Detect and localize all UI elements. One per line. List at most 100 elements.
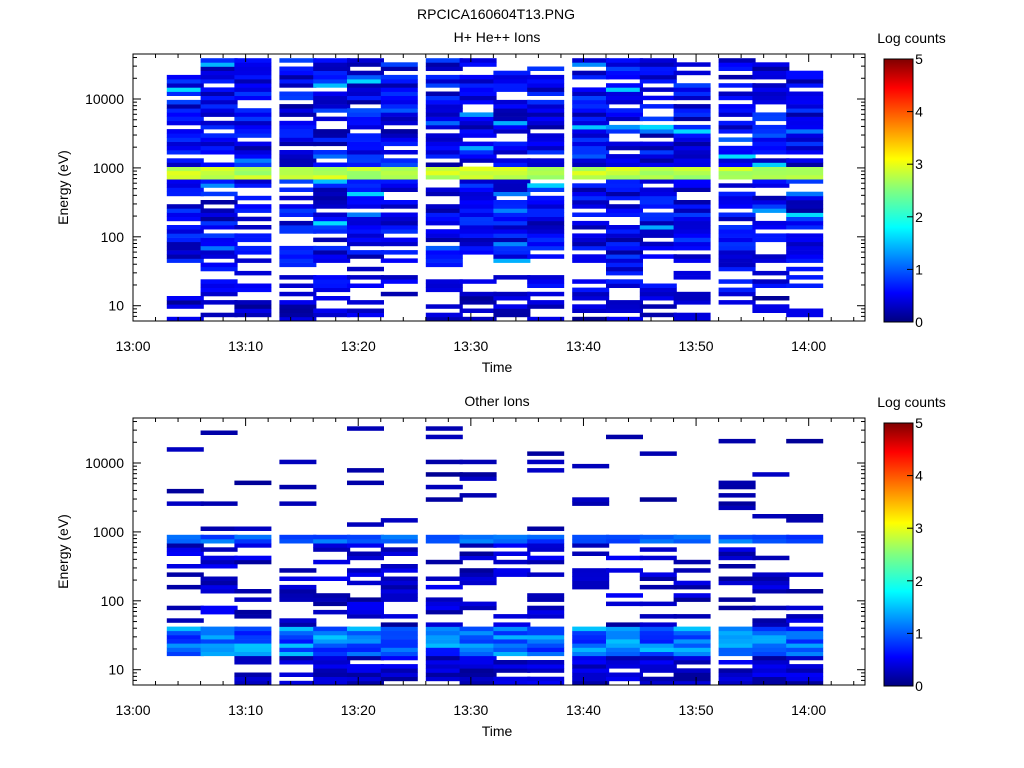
heatmap-cell — [459, 672, 497, 677]
heatmap-cell — [347, 468, 384, 473]
heatmap-cell — [752, 204, 790, 209]
heatmap-cell — [313, 225, 351, 230]
heatmap-cell — [718, 505, 756, 511]
heatmap-cell — [279, 312, 317, 318]
heatmap-cell — [606, 270, 643, 276]
heatmap-cell — [718, 634, 756, 640]
heatmap-cell — [673, 108, 711, 113]
heatmap-cell — [718, 129, 756, 134]
heatmap-cell — [673, 660, 711, 665]
heatmap-cell — [279, 680, 317, 686]
heatmap-cell — [752, 183, 790, 188]
heatmap-cell — [200, 145, 238, 151]
heatmap-cell — [313, 187, 351, 192]
heatmap-cell — [347, 283, 384, 288]
heatmap-cell — [380, 630, 418, 636]
heatmap-cell — [347, 133, 384, 138]
heatmap-cell — [639, 195, 677, 201]
heatmap-cell — [786, 225, 824, 230]
heatmap-cell — [786, 672, 824, 677]
heatmap-cell — [347, 91, 384, 96]
heatmap-cell — [200, 233, 238, 238]
heatmap-cell — [639, 204, 677, 209]
heatmap-cell — [459, 626, 497, 632]
heatmap-cell — [572, 200, 610, 205]
heatmap-cell — [425, 258, 463, 263]
heatmap-cell — [279, 254, 317, 259]
heatmap-cell — [234, 70, 272, 76]
heatmap-cell — [639, 104, 677, 109]
heatmap-cell — [786, 208, 824, 213]
heatmap-cell — [459, 129, 497, 134]
heatmap-cell — [572, 551, 610, 556]
heatmap-cell — [639, 614, 677, 619]
heatmap-cell — [752, 112, 790, 117]
heatmap-cell — [493, 233, 531, 238]
heatmap-cell — [234, 680, 272, 686]
heatmap-cell — [425, 426, 463, 431]
heatmap-cell — [166, 145, 204, 151]
heatmap-cell — [234, 141, 272, 147]
heatmap-cell — [718, 539, 756, 544]
heatmap-cell — [234, 651, 272, 657]
heatmap-cell — [786, 680, 824, 686]
heatmap-cell — [347, 668, 384, 673]
heatmap-cell — [752, 651, 790, 657]
heatmap-cell — [347, 116, 384, 122]
heatmap-cell — [673, 241, 711, 247]
heatmap-cell — [639, 497, 677, 502]
heatmap-cell — [380, 275, 418, 280]
heatmap-cell — [527, 237, 565, 243]
heatmap-cell — [279, 133, 317, 138]
heatmap-cell — [572, 183, 610, 188]
heatmap-cell — [493, 229, 531, 234]
heatmap-cell — [313, 651, 351, 657]
heatmap-cell — [425, 216, 463, 222]
heatmap-cell — [527, 195, 565, 201]
heatmap-cell — [527, 229, 565, 234]
heatmap-cell — [166, 162, 204, 167]
heatmap-cell — [425, 622, 463, 627]
panel-title: H+ He++ Ions — [454, 29, 541, 45]
heatmap-cell — [313, 154, 351, 159]
heatmap-cell — [380, 593, 418, 598]
heatmap-cell — [752, 664, 790, 669]
heatmap-cell — [527, 216, 565, 222]
heatmap-cell — [347, 87, 384, 92]
heatmap-cell — [425, 304, 463, 309]
heatmap-cell — [639, 87, 677, 92]
heatmap-cell — [234, 270, 272, 276]
heatmap-cell — [786, 539, 824, 544]
heatmap-cell — [234, 639, 272, 644]
heatmap-cell — [313, 91, 351, 96]
heatmap-cell — [673, 626, 711, 632]
heatmap-cell — [313, 275, 351, 280]
x-tick-label: 13:40 — [566, 702, 601, 718]
heatmap-cell — [752, 589, 790, 594]
heatmap-cell — [493, 79, 531, 84]
heatmap-cell — [234, 58, 272, 63]
heatmap-cell — [673, 639, 711, 644]
heatmap-cell — [313, 74, 351, 80]
y-tick-label: 10000 — [85, 91, 124, 107]
heatmap-cell — [718, 501, 756, 506]
x-axis-label: Time — [482, 723, 513, 739]
heatmap-cell — [639, 200, 677, 205]
heatmap-cell — [572, 258, 610, 263]
heatmap-cell — [718, 212, 756, 217]
heatmap-cell — [347, 605, 384, 611]
heatmap-cell — [313, 547, 351, 552]
heatmap-cell — [718, 643, 756, 648]
x-tick-label: 13:20 — [341, 702, 376, 718]
heatmap-cell — [347, 601, 384, 607]
heatmap-cell — [200, 630, 238, 636]
heatmap-cell — [606, 87, 643, 92]
heatmap-cell — [459, 87, 497, 92]
heatmap-cell — [380, 518, 418, 523]
heatmap-cell — [425, 74, 463, 80]
heatmap-cell — [279, 291, 317, 297]
heatmap-cell — [279, 308, 317, 313]
heatmap-cell — [347, 108, 384, 113]
heatmap-cell — [572, 568, 610, 573]
heatmap-cell — [493, 237, 531, 243]
